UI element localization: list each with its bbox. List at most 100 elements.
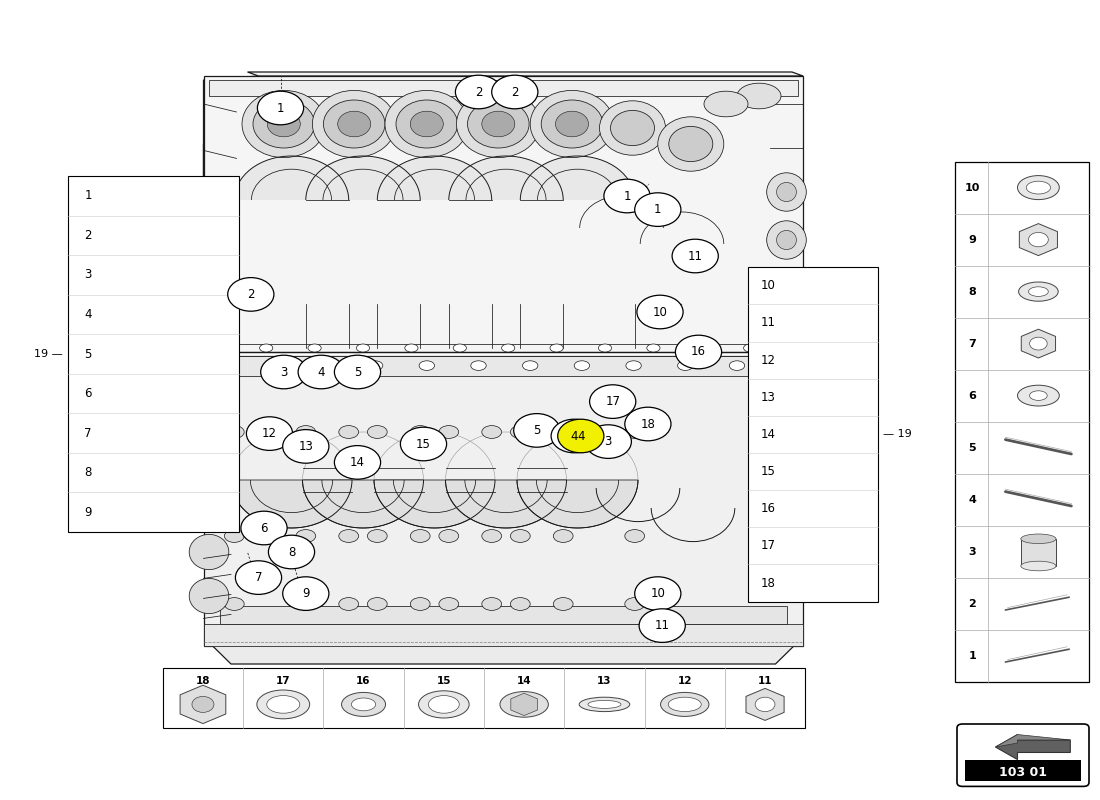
Ellipse shape — [418, 691, 469, 718]
Ellipse shape — [777, 278, 796, 298]
Ellipse shape — [367, 598, 387, 610]
Text: 2: 2 — [85, 229, 91, 242]
Text: 13: 13 — [597, 676, 612, 686]
Text: 4: 4 — [578, 430, 584, 442]
Polygon shape — [996, 734, 1070, 759]
Polygon shape — [180, 685, 226, 723]
Ellipse shape — [419, 361, 435, 370]
Text: 13: 13 — [298, 440, 314, 453]
Ellipse shape — [207, 312, 233, 328]
Text: 14: 14 — [350, 456, 365, 469]
Ellipse shape — [510, 530, 530, 542]
Text: 4: 4 — [85, 308, 91, 321]
Text: 16: 16 — [356, 676, 371, 686]
Bar — [68, 176, 239, 532]
Ellipse shape — [296, 530, 316, 542]
Text: 3: 3 — [605, 435, 612, 448]
Circle shape — [590, 385, 636, 418]
Circle shape — [334, 355, 381, 389]
Polygon shape — [204, 356, 803, 376]
Ellipse shape — [502, 344, 515, 352]
Ellipse shape — [482, 111, 515, 137]
Ellipse shape — [767, 221, 806, 259]
Text: 6: 6 — [968, 390, 977, 401]
Ellipse shape — [510, 426, 530, 438]
Text: 8: 8 — [85, 466, 91, 479]
Text: 10: 10 — [965, 182, 980, 193]
Ellipse shape — [625, 598, 645, 610]
Text: 2: 2 — [968, 598, 977, 609]
Ellipse shape — [341, 692, 386, 717]
Circle shape — [604, 179, 650, 213]
Polygon shape — [209, 80, 797, 96]
Ellipse shape — [553, 598, 573, 610]
Text: 12: 12 — [262, 427, 277, 440]
Text: 9: 9 — [968, 234, 977, 245]
Ellipse shape — [1021, 562, 1056, 571]
Ellipse shape — [625, 530, 645, 542]
FancyBboxPatch shape — [957, 724, 1089, 786]
Ellipse shape — [668, 697, 702, 712]
Ellipse shape — [522, 361, 538, 370]
Ellipse shape — [352, 698, 376, 711]
Ellipse shape — [189, 534, 229, 570]
Ellipse shape — [410, 426, 430, 438]
Ellipse shape — [339, 426, 359, 438]
Circle shape — [585, 425, 631, 458]
Circle shape — [191, 696, 213, 712]
Circle shape — [268, 535, 315, 569]
Text: 11: 11 — [758, 676, 772, 686]
Ellipse shape — [456, 90, 540, 158]
Text: 4: 4 — [571, 430, 578, 442]
Ellipse shape — [587, 701, 620, 709]
Polygon shape — [446, 480, 566, 528]
Ellipse shape — [339, 598, 359, 610]
Ellipse shape — [625, 426, 645, 438]
Ellipse shape — [367, 530, 387, 542]
Text: 10: 10 — [650, 587, 666, 600]
Text: 18: 18 — [640, 418, 656, 430]
Text: 5: 5 — [534, 424, 540, 437]
Ellipse shape — [189, 486, 229, 522]
Text: 1: 1 — [968, 650, 977, 661]
Text: 103 01: 103 01 — [999, 766, 1047, 778]
Circle shape — [755, 697, 774, 712]
Polygon shape — [209, 642, 797, 664]
Text: 15: 15 — [437, 676, 451, 686]
Text: 10: 10 — [652, 306, 668, 318]
Ellipse shape — [1019, 282, 1058, 301]
Text: 7: 7 — [968, 338, 977, 349]
Ellipse shape — [338, 111, 371, 137]
Circle shape — [635, 193, 681, 226]
Text: 18: 18 — [196, 676, 210, 686]
Text: 17: 17 — [605, 395, 620, 408]
Circle shape — [637, 295, 683, 329]
Text: 7: 7 — [255, 571, 262, 584]
Polygon shape — [234, 156, 349, 200]
Ellipse shape — [308, 344, 321, 352]
Text: 4: 4 — [968, 494, 977, 505]
Circle shape — [241, 511, 287, 545]
Ellipse shape — [1018, 385, 1059, 406]
Ellipse shape — [737, 83, 781, 109]
Ellipse shape — [211, 344, 224, 352]
Ellipse shape — [253, 100, 315, 148]
Ellipse shape — [647, 344, 660, 352]
Circle shape — [1030, 338, 1047, 350]
Text: a passion for parts since 1985: a passion for parts since 1985 — [248, 706, 478, 721]
Circle shape — [235, 561, 282, 594]
Ellipse shape — [729, 361, 745, 370]
Ellipse shape — [453, 344, 466, 352]
Circle shape — [625, 407, 671, 441]
Ellipse shape — [777, 230, 796, 250]
Text: 5: 5 — [85, 347, 91, 361]
Polygon shape — [231, 480, 352, 528]
Circle shape — [672, 239, 718, 273]
Polygon shape — [996, 734, 1070, 747]
Ellipse shape — [482, 426, 502, 438]
Ellipse shape — [429, 695, 459, 714]
Circle shape — [261, 355, 307, 389]
Polygon shape — [204, 624, 803, 646]
Text: 2: 2 — [512, 86, 518, 98]
Text: 2: 2 — [248, 288, 254, 301]
